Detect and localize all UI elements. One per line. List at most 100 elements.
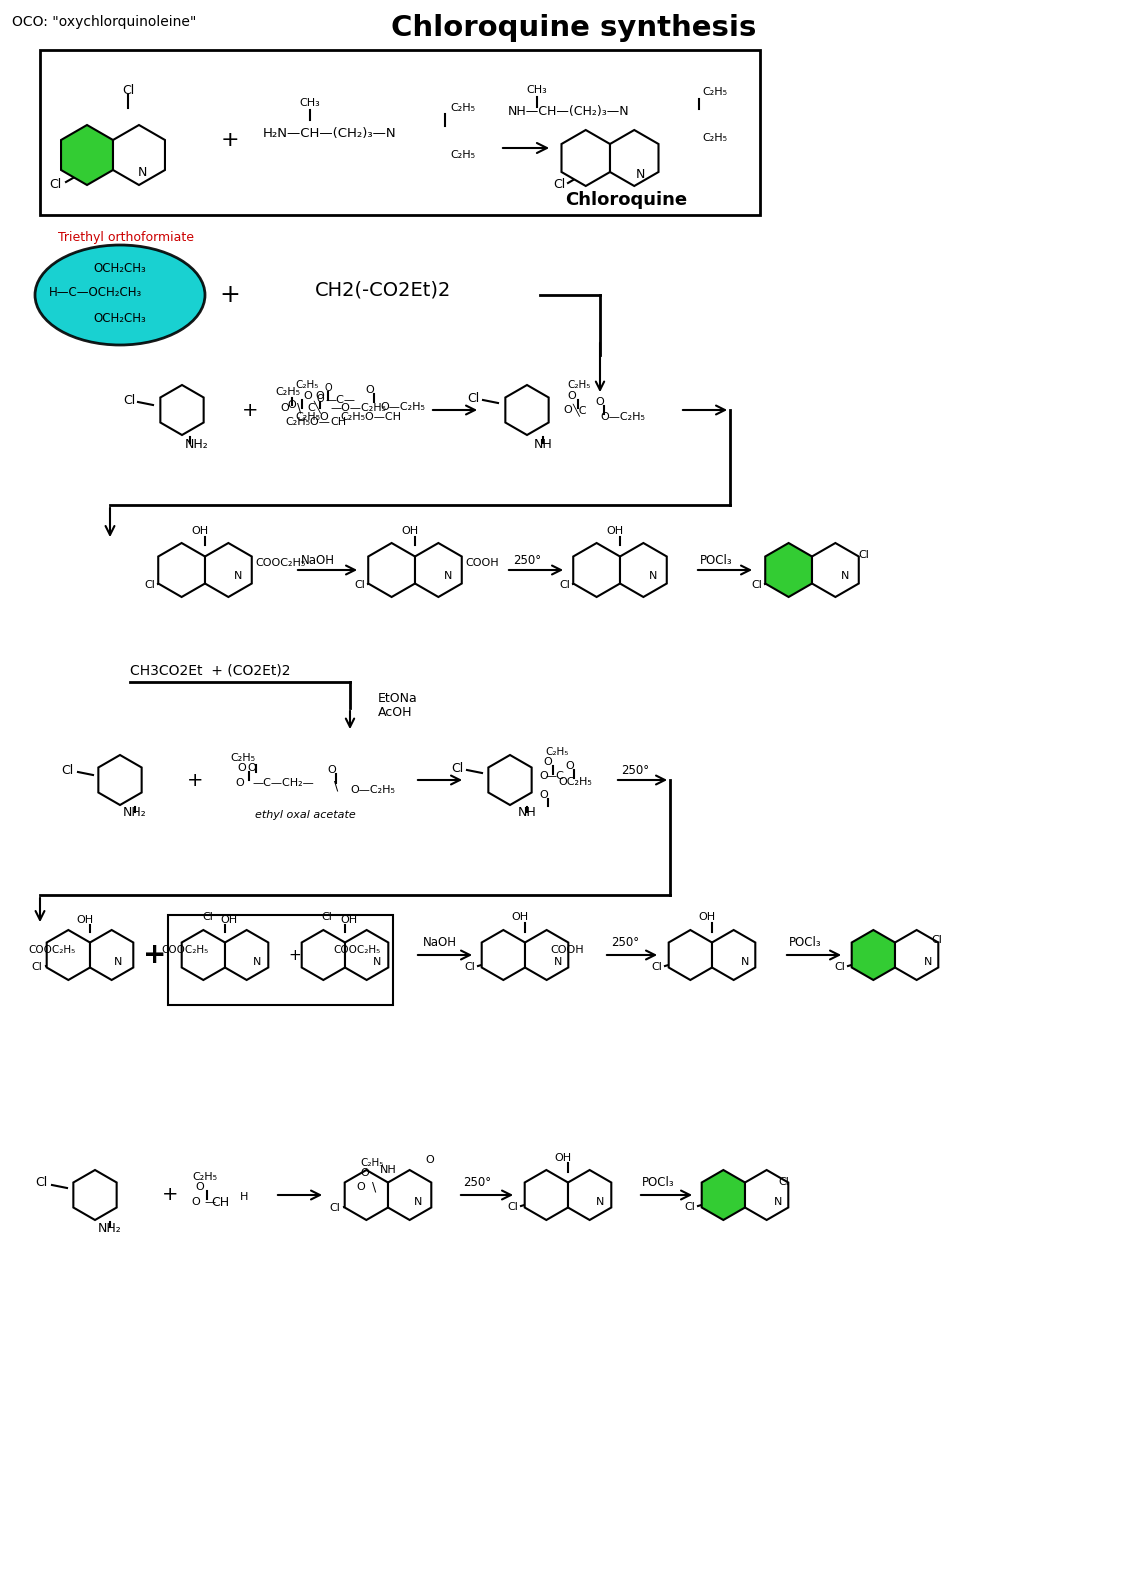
Polygon shape bbox=[225, 929, 269, 980]
Text: O: O bbox=[357, 1181, 365, 1192]
Text: Cl: Cl bbox=[559, 580, 571, 591]
Text: OH: OH bbox=[554, 1153, 572, 1162]
Text: Cl: Cl bbox=[354, 580, 365, 591]
Polygon shape bbox=[482, 929, 525, 980]
Text: O: O bbox=[365, 384, 374, 395]
Text: Cl: Cl bbox=[552, 178, 565, 192]
Text: N: N bbox=[924, 958, 932, 967]
Text: —C—CH₂—: —C—CH₂— bbox=[253, 778, 313, 788]
Text: Chloroquine: Chloroquine bbox=[565, 191, 687, 209]
Text: O: O bbox=[360, 1169, 370, 1178]
Polygon shape bbox=[73, 1170, 117, 1221]
Text: C₂H₅: C₂H₅ bbox=[450, 150, 475, 161]
Polygon shape bbox=[561, 131, 610, 186]
Text: Cl: Cl bbox=[202, 912, 214, 921]
Text: CH2(-CO2Et)2: CH2(-CO2Et)2 bbox=[315, 280, 451, 299]
Text: Cl: Cl bbox=[778, 1177, 790, 1188]
Polygon shape bbox=[505, 384, 549, 435]
Text: O: O bbox=[192, 1197, 201, 1206]
Text: O: O bbox=[544, 758, 552, 767]
Polygon shape bbox=[161, 384, 203, 435]
Text: COOC₂H₅: COOC₂H₅ bbox=[162, 945, 209, 954]
Polygon shape bbox=[852, 929, 895, 980]
Text: POCl₃: POCl₃ bbox=[789, 937, 821, 950]
Polygon shape bbox=[346, 929, 388, 980]
Text: Cl: Cl bbox=[49, 178, 62, 192]
Text: —: — bbox=[204, 1197, 216, 1206]
Text: N: N bbox=[774, 1197, 782, 1206]
Text: 250°: 250° bbox=[463, 1177, 491, 1189]
Text: N: N bbox=[649, 572, 657, 581]
Text: Cl: Cl bbox=[123, 394, 135, 406]
Text: C₂H₅: C₂H₅ bbox=[567, 380, 590, 391]
Text: O: O bbox=[324, 383, 332, 394]
Text: COOH: COOH bbox=[550, 945, 584, 954]
Text: OCH₂CH₃: OCH₂CH₃ bbox=[94, 261, 147, 274]
Text: O: O bbox=[288, 400, 296, 410]
Text: O: O bbox=[540, 772, 549, 781]
Text: Cl: Cl bbox=[451, 761, 463, 775]
Text: NH₂: NH₂ bbox=[98, 1222, 122, 1235]
Text: N: N bbox=[253, 958, 262, 967]
Text: OH: OH bbox=[77, 915, 94, 925]
Text: O: O bbox=[235, 778, 245, 788]
Text: N: N bbox=[740, 958, 750, 967]
Text: C₂H₅: C₂H₅ bbox=[545, 747, 568, 758]
Polygon shape bbox=[745, 1170, 789, 1221]
Text: C: C bbox=[308, 403, 315, 413]
Text: N: N bbox=[840, 572, 850, 581]
Text: AcOH: AcOH bbox=[378, 706, 412, 718]
Text: NH—CH—(CH₂)₃—N: NH—CH—(CH₂)₃—N bbox=[509, 106, 629, 118]
Text: Cl: Cl bbox=[835, 962, 845, 972]
Text: N: N bbox=[373, 958, 381, 967]
Text: C₂H₅: C₂H₅ bbox=[701, 87, 727, 98]
Text: O: O bbox=[316, 391, 325, 402]
Text: O: O bbox=[316, 394, 324, 405]
Text: N: N bbox=[138, 165, 147, 178]
Text: NaOH: NaOH bbox=[301, 553, 335, 567]
Text: COOC₂H₅: COOC₂H₅ bbox=[29, 945, 76, 954]
Text: Cl: Cl bbox=[931, 936, 943, 945]
Polygon shape bbox=[668, 929, 712, 980]
Polygon shape bbox=[610, 131, 659, 186]
Text: OH: OH bbox=[698, 912, 715, 921]
Text: COOC₂H₅: COOC₂H₅ bbox=[333, 945, 381, 954]
Text: Triethyl orthoformiate: Triethyl orthoformiate bbox=[59, 230, 194, 244]
Polygon shape bbox=[414, 543, 461, 597]
Text: CH₃: CH₃ bbox=[300, 98, 320, 109]
Text: OH: OH bbox=[340, 915, 357, 925]
Polygon shape bbox=[620, 543, 667, 597]
Text: NaOH: NaOH bbox=[422, 937, 457, 950]
Text: NH: NH bbox=[534, 438, 552, 452]
Text: —O—C₂H₅: —O—C₂H₅ bbox=[329, 403, 386, 413]
Text: POCl₃: POCl₃ bbox=[699, 553, 732, 567]
Text: POCl₃: POCl₃ bbox=[642, 1177, 674, 1189]
Text: Cl: Cl bbox=[467, 392, 480, 405]
Polygon shape bbox=[369, 543, 414, 597]
Polygon shape bbox=[573, 543, 620, 597]
Text: C₂H₅: C₂H₅ bbox=[360, 1158, 383, 1169]
Text: Cl: Cl bbox=[329, 1203, 340, 1213]
Text: —C: —C bbox=[545, 772, 565, 781]
Text: Cl: Cl bbox=[858, 550, 869, 561]
Text: EtONa: EtONa bbox=[378, 691, 418, 704]
Text: C₂H₅: C₂H₅ bbox=[230, 753, 255, 762]
Text: O: O bbox=[564, 405, 573, 414]
Text: C₂H₅: C₂H₅ bbox=[450, 102, 475, 113]
Text: N: N bbox=[635, 167, 645, 181]
Text: Cl: Cl bbox=[321, 912, 333, 921]
Text: N: N bbox=[114, 958, 122, 967]
Text: N: N bbox=[234, 572, 242, 581]
Text: O: O bbox=[280, 403, 289, 413]
Text: OC₂H₅: OC₂H₅ bbox=[558, 776, 592, 788]
Text: OH: OH bbox=[402, 526, 419, 536]
Text: O: O bbox=[426, 1154, 434, 1166]
Text: CH₃: CH₃ bbox=[527, 85, 548, 94]
Text: Cl: Cl bbox=[145, 580, 155, 591]
Text: H—C—OCH₂CH₃: H—C—OCH₂CH₃ bbox=[48, 285, 141, 299]
Text: OCH₂CH₃: OCH₂CH₃ bbox=[94, 312, 147, 324]
Polygon shape bbox=[895, 929, 938, 980]
Text: +: + bbox=[144, 940, 166, 969]
Polygon shape bbox=[99, 754, 141, 805]
Polygon shape bbox=[158, 543, 205, 597]
